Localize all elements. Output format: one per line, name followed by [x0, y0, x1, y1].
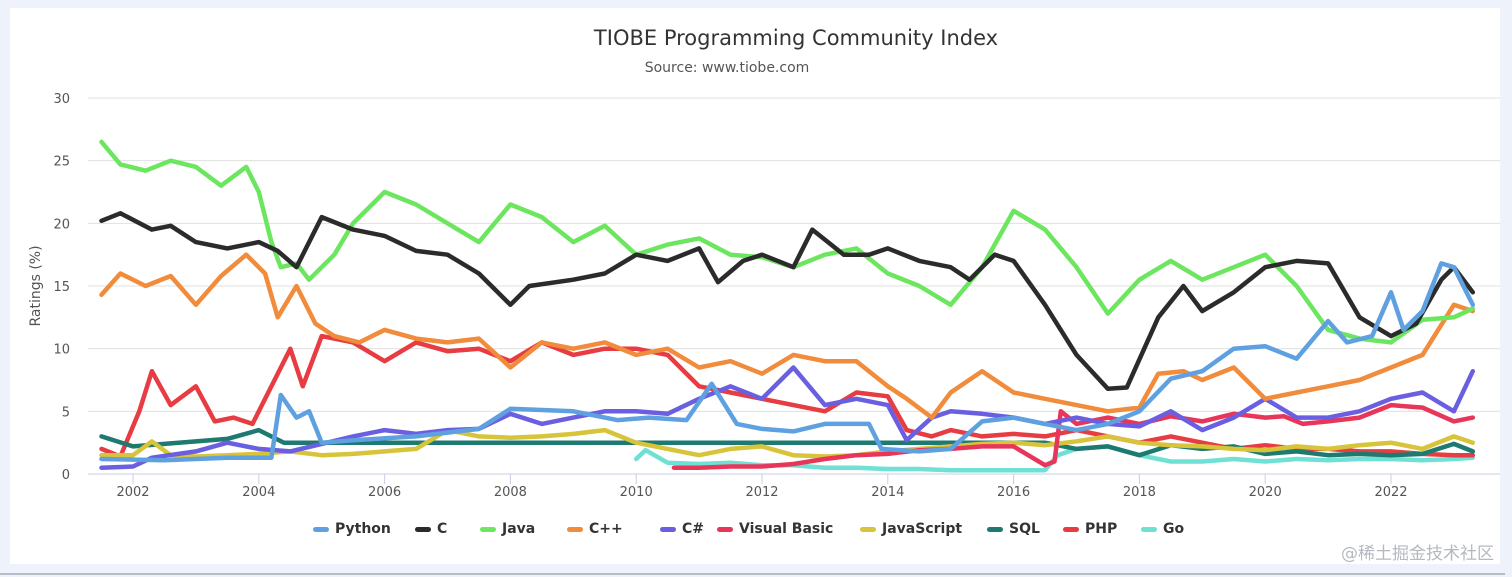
x-tick-label: 2010: [620, 485, 653, 500]
y-axis-label: Ratings (%): [28, 245, 44, 326]
legend-item-go[interactable]: Go: [1141, 521, 1184, 537]
x-tick-label: 2014: [871, 485, 904, 500]
legend-swatch: [415, 526, 431, 532]
legend-swatch: [660, 526, 676, 532]
legend-swatch: [717, 526, 733, 532]
y-axis-ticks: 0 5 10 15 20 25 30: [53, 92, 70, 483]
series-line-c-[interactable]: [99, 252, 1476, 420]
x-tick-label: 2006: [368, 485, 401, 500]
series-line-python[interactable]: [99, 261, 1476, 463]
bottom-divider: [0, 573, 1505, 575]
legend-swatch: [313, 526, 329, 532]
legend-item-java[interactable]: Java: [480, 521, 535, 537]
x-tick-label: 2020: [1249, 485, 1282, 500]
chart-title: TIOBE Programming Community Index: [593, 26, 999, 50]
legend-swatch: [480, 526, 496, 532]
legend-label: JavaScript: [882, 521, 963, 537]
x-tick-label: 2022: [1374, 485, 1407, 500]
x-tick-label: 2002: [116, 485, 149, 500]
x-axis: 2002 2004 2006 2008 2010 2012 2014 2016 2018 2020…: [88, 473, 1500, 500]
legend-label: Visual Basic: [739, 521, 834, 537]
x-tick-label: 2018: [1123, 485, 1156, 500]
legend-label: Go: [1163, 521, 1185, 537]
legend-swatch: [1063, 526, 1079, 532]
gridlines: [88, 97, 1500, 412]
legend-label: C: [437, 521, 448, 537]
legend-item-sql[interactable]: SQL: [987, 521, 1040, 537]
legend-swatch: [567, 526, 583, 532]
series-line-c[interactable]: [99, 211, 1476, 392]
legend-item-c-[interactable]: C++: [567, 521, 623, 537]
legend-swatch: [987, 526, 1003, 532]
legend-item-c[interactable]: C: [415, 521, 447, 537]
y-tick-label: 0: [62, 468, 70, 483]
y-tick-label: 25: [53, 155, 70, 170]
legend-item-php[interactable]: PHP: [1063, 521, 1117, 537]
chart-legend: Python C Java C++ C# Visual Basic JavaScript SQ…: [0, 521, 1512, 543]
legend-label: C++: [589, 521, 623, 537]
series-lines: [99, 139, 1476, 473]
x-tick-label: 2004: [242, 485, 275, 500]
x-tick-label: 2012: [745, 485, 778, 500]
x-tick-label: 2016: [997, 485, 1030, 500]
y-tick-label: 20: [53, 217, 70, 232]
chart-subtitle: Source: www.tiobe.com: [644, 60, 810, 76]
legend-item-c-[interactable]: C#: [660, 521, 704, 537]
legend-item-visual-basic[interactable]: Visual Basic: [717, 521, 833, 537]
y-tick-label: 15: [53, 280, 70, 295]
legend-swatch: [860, 526, 876, 532]
x-tick-label: 2008: [494, 485, 527, 500]
legend-label: PHP: [1085, 521, 1118, 537]
y-tick-label: 5: [62, 405, 70, 420]
legend-item-javascript[interactable]: JavaScript: [860, 521, 962, 537]
legend-label: Java: [502, 521, 536, 537]
watermark: @稀土掘金技术社区: [1341, 544, 1494, 564]
y-tick-label: 30: [53, 92, 70, 107]
legend-label: C#: [682, 521, 705, 537]
legend-item-python[interactable]: Python: [313, 521, 391, 537]
legend-label: SQL: [1009, 521, 1040, 537]
legend-label: Python: [335, 521, 391, 537]
legend-swatch: [1141, 526, 1157, 532]
line-chart: 0 5 10 15 20 25 30 2002 2004 2006 2008 2010 2012 201…: [28, 92, 1500, 500]
series-line-sql[interactable]: [99, 427, 1476, 458]
y-tick-label: 10: [53, 343, 70, 358]
series-line-javascript[interactable]: [99, 427, 1476, 459]
